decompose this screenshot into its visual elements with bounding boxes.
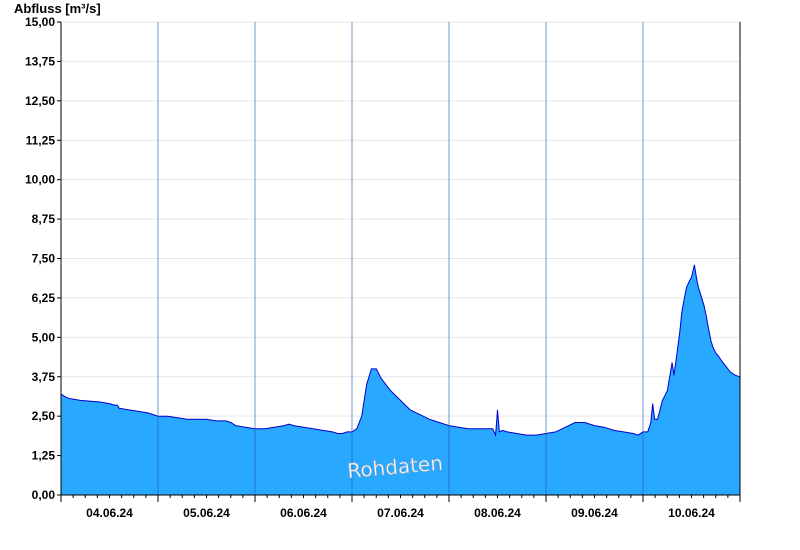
y-tick-label-9: 11,25 [26, 133, 56, 147]
x-tick-label-0: 04.06.24 [86, 506, 133, 520]
y-tick-label-6: 7,50 [32, 252, 56, 266]
y-tick-label-5: 6,25 [32, 291, 56, 305]
x-tick-label-4: 08.06.24 [474, 506, 521, 520]
x-tick-label-2: 06.06.24 [280, 506, 327, 520]
x-tick-label-6: 10.06.24 [668, 506, 715, 520]
y-tick-label-4: 5,00 [32, 330, 56, 344]
y-tick-label-8: 10,00 [25, 173, 55, 187]
y-tick-label-0: 0,00 [32, 488, 56, 502]
y-tick-label-10: 12,50 [25, 94, 55, 108]
y-tick-label-1: 1,25 [32, 449, 56, 463]
discharge-area [61, 264, 740, 495]
y-axis-label: Abfluss [m³/s] [14, 1, 101, 16]
y-tick-label-2: 2,50 [32, 409, 56, 423]
grid-lines [61, 21, 740, 457]
day-separator-lines [157, 22, 644, 495]
discharge-line [60, 264, 741, 438]
x-tick-labels: 04.06.24 05.06.24 06.06.24 07.06.24 08.06.24… [86, 506, 715, 520]
y-tick-label-12: 15,00 [25, 15, 55, 29]
axes [57, 21, 741, 502]
x-tick-label-5: 09.06.24 [571, 506, 618, 520]
y-tick-label-7: 8,75 [32, 212, 56, 226]
y-tick-label-11: 13,75 [25, 54, 55, 68]
x-tick-label-1: 05.06.24 [183, 506, 230, 520]
x-tick-label-3: 07.06.24 [377, 506, 424, 520]
y-tick-label-3: 3,75 [32, 370, 56, 384]
y-tick-labels: 0,00 1,25 2,50 3,75 5,00 6,25 7,50 8,75 10,00 11,… [25, 15, 55, 502]
